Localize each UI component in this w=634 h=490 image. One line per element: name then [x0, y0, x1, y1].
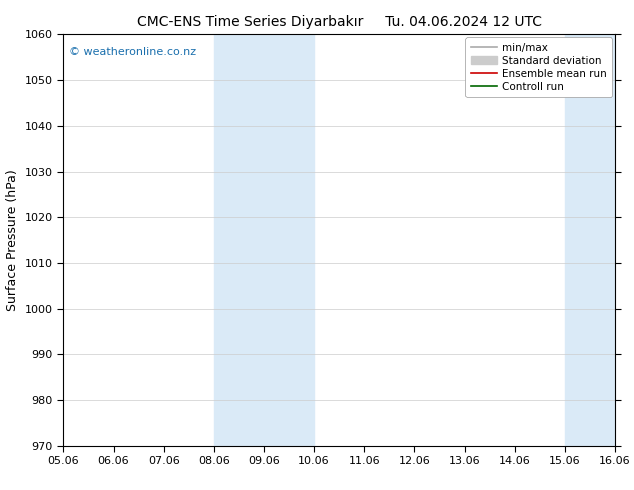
Text: © weatheronline.co.nz: © weatheronline.co.nz	[69, 47, 196, 57]
Y-axis label: Surface Pressure (hPa): Surface Pressure (hPa)	[6, 169, 19, 311]
Bar	[214, 34, 314, 446]
Title: CMC-ENS Time Series Diyarbakır     Tu. 04.06.2024 12 UTC: CMC-ENS Time Series Diyarbakır Tu. 04.06…	[137, 15, 541, 29]
Legend: min/max, Standard deviation, Ensemble mean run, Controll run: min/max, Standard deviation, Ensemble me…	[465, 37, 612, 97]
Bar	[565, 34, 634, 446]
